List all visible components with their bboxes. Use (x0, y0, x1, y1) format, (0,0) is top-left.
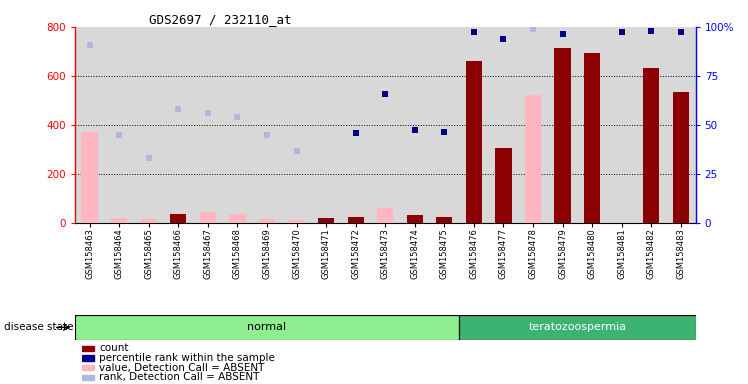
Bar (584, 53, 601, 223)
Bar (554, 48, 571, 223)
Point (468, 29, 480, 35)
Bar (407, 215, 423, 223)
Bar (282, 27, 311, 223)
Bar (223, 27, 252, 223)
Text: teratozoospermia: teratozoospermia (528, 322, 626, 333)
Text: disease state: disease state (4, 322, 73, 333)
Bar (672, 92, 689, 223)
Point (290, 147, 302, 154)
Bar (252, 27, 282, 223)
Text: count: count (99, 343, 129, 354)
Point (261, 131, 273, 138)
Point (84, 42, 96, 48)
Bar (134, 27, 164, 223)
Bar (193, 27, 223, 223)
Bar (82, 365, 94, 370)
Bar (370, 27, 400, 223)
Bar (311, 27, 341, 223)
Text: percentile rank within the sample: percentile rank within the sample (99, 353, 275, 363)
Bar (230, 214, 245, 223)
Bar (75, 27, 105, 223)
Bar (341, 27, 370, 223)
Point (113, 131, 125, 138)
Bar (488, 27, 518, 223)
Bar (82, 356, 94, 361)
Point (409, 127, 421, 133)
Text: rank, Detection Call = ABSENT: rank, Detection Call = ABSENT (99, 372, 260, 382)
Point (379, 91, 391, 97)
Bar (607, 27, 637, 223)
Point (172, 106, 184, 112)
Bar (548, 27, 577, 223)
Point (675, 29, 687, 35)
Bar (82, 375, 94, 380)
Bar (666, 27, 696, 223)
Bar (75, 315, 459, 340)
Text: value, Detection Call = ABSENT: value, Detection Call = ABSENT (99, 362, 264, 373)
Bar (164, 27, 193, 223)
Point (202, 109, 214, 116)
Bar (577, 27, 607, 223)
Bar (141, 219, 157, 223)
Bar (170, 214, 186, 223)
Bar (637, 27, 666, 223)
Bar (348, 217, 364, 223)
Text: normal: normal (248, 322, 286, 333)
Bar (111, 218, 127, 223)
Point (527, 26, 539, 32)
Bar (289, 220, 304, 223)
Bar (466, 61, 482, 223)
Bar (518, 27, 548, 223)
Point (646, 28, 657, 34)
Bar (318, 218, 334, 223)
Text: GDS2697 / 232110_at: GDS2697 / 232110_at (150, 13, 292, 26)
Point (616, 29, 628, 35)
Bar (400, 27, 429, 223)
Bar (105, 27, 134, 223)
Bar (429, 27, 459, 223)
Point (349, 130, 361, 136)
Point (231, 114, 243, 121)
Bar (525, 95, 541, 223)
Bar (436, 217, 453, 223)
Point (497, 36, 509, 42)
Bar (200, 212, 216, 223)
Point (438, 129, 450, 135)
Bar (82, 346, 94, 351)
Bar (259, 219, 275, 223)
Bar (495, 148, 512, 223)
Point (143, 155, 155, 161)
Bar (82, 132, 98, 223)
Point (557, 31, 568, 37)
Bar (459, 27, 488, 223)
Bar (459, 315, 696, 340)
Bar (643, 68, 660, 223)
Bar (377, 208, 393, 223)
